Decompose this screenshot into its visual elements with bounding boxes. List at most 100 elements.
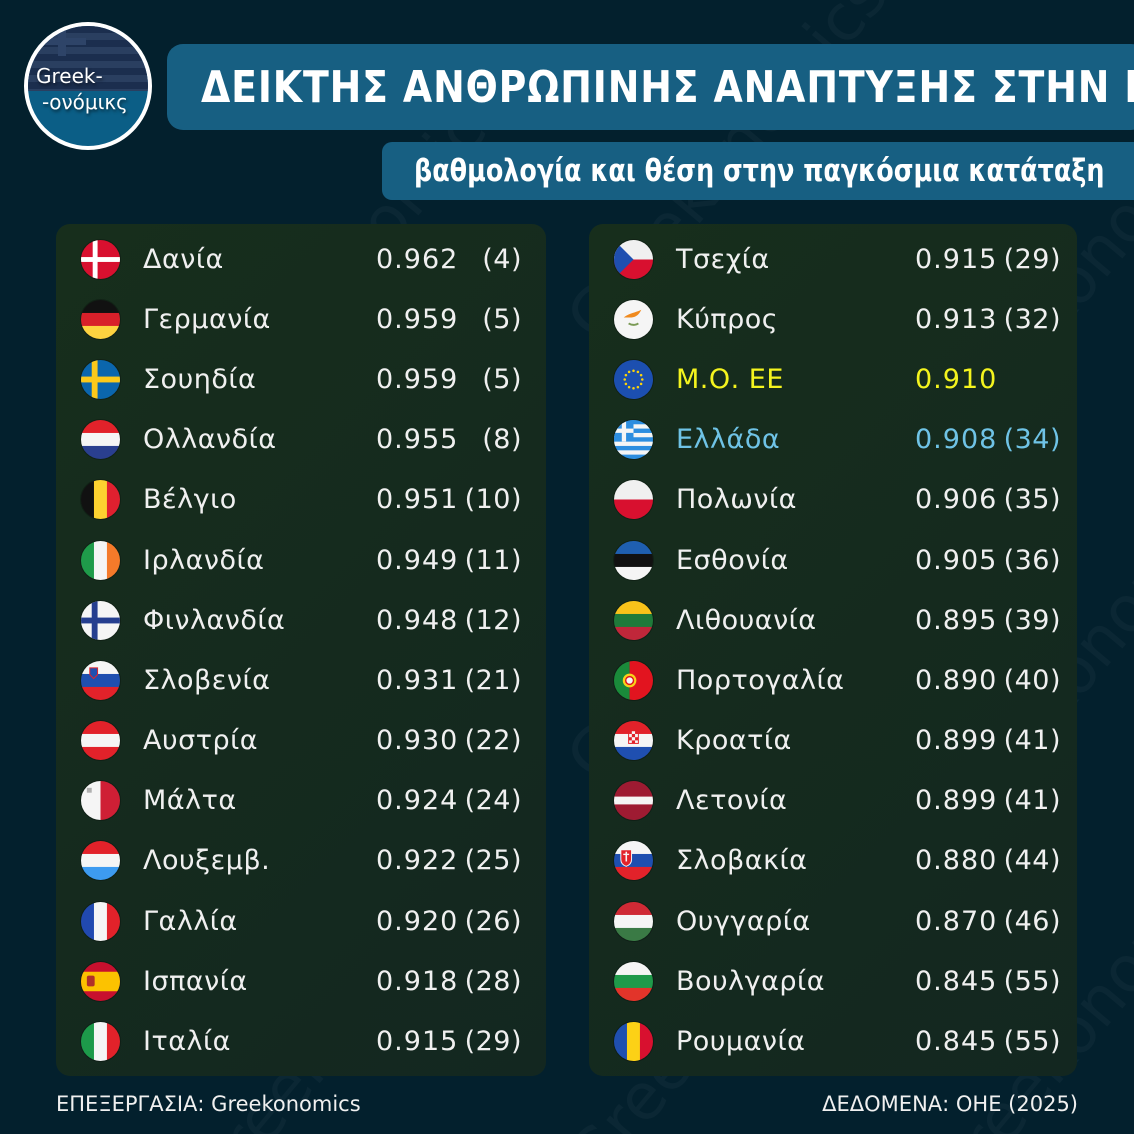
greece-flag-icon [614,420,653,460]
country-row: Γαλλία 0.920 (26) [56,891,546,951]
logo-text-line2: -ονόμικς [42,90,128,114]
france-flag-icon [81,901,120,941]
country-name: Τσεχία [676,243,770,275]
country-name: Μ.Ο. ΕΕ [676,363,784,395]
country-name: Κύπρος [676,303,779,335]
hdi-score: 0.870 [915,905,998,937]
subtitle-banner: βαθμολογία και θέση στην παγκόσμια κατάτ… [382,142,1134,200]
world-rank: (29) [464,1026,522,1058]
hdi-score: 0.918 [376,965,459,997]
country-row: Ουγγαρία 0.870 (46) [589,891,1077,951]
country-name: Ρουμανία [676,1026,806,1058]
eu-flag-icon [614,359,653,399]
cyprus-flag-icon [614,299,653,339]
country-name: Γερμανία [143,303,271,335]
hdi-score: 0.913 [915,303,998,335]
brand-logo: Greek- -ονόμικς [24,22,152,150]
world-rank: (28) [464,965,522,997]
world-rank: (39) [1003,604,1061,636]
hdi-score: 0.880 [915,845,998,877]
romania-flag-icon [614,1022,653,1062]
hdi-score: 0.845 [915,1026,998,1058]
ireland-flag-icon [81,540,120,580]
world-rank: (41) [1003,725,1061,757]
country-row: Ολλανδία 0.955 (8) [56,410,546,470]
world-rank: (22) [464,725,522,757]
country-name: Λουξεμβ. [143,845,271,877]
country-row: Πορτογαλία 0.890 (40) [589,650,1077,710]
footer-source: ΔΕΔΟΜΕΝΑ: ΟΗΕ (2025) [822,1092,1078,1116]
country-name: Λετονία [676,785,788,817]
country-row: Γερμανία 0.959 (5) [56,289,546,349]
bulgaria-flag-icon [614,961,653,1001]
hdi-score: 0.962 [376,243,459,275]
country-row: Ισπανία 0.918 (28) [56,951,546,1011]
footer-credit: ΕΠΕΞΕΡΓΑΣΙΑ: Greekonomics [56,1092,361,1116]
country-name: Ισπανία [143,965,248,997]
title-banner: ΔΕΙΚΤΗΣ ΑΝΘΡΩΠΙΝΗΣ ΑΝΑΠΤΥΞΗΣ ΣΤΗΝ ΕΕ [167,44,1134,130]
world-rank: (44) [1003,845,1061,877]
hdi-score: 0.959 [376,363,459,395]
slovakia-flag-icon [614,841,653,881]
denmark-flag-icon [81,239,120,279]
country-name: Σουηδία [143,363,257,395]
world-rank: (5) [482,363,522,395]
country-name: Δανία [143,243,224,275]
hdi-score: 0.905 [915,544,998,576]
world-rank: (29) [1003,243,1061,275]
country-row: Λετονία 0.899 (41) [589,771,1077,831]
world-rank: (41) [1003,785,1061,817]
world-rank: (21) [464,664,522,696]
world-rank: (12) [464,604,522,636]
country-name: Πορτογαλία [676,664,845,696]
country-row: Βουλγαρία 0.845 (55) [589,951,1077,1011]
world-rank: (32) [1003,303,1061,335]
germany-flag-icon [81,299,120,339]
spain-flag-icon [81,961,120,1001]
country-name: Ουγγαρία [676,905,811,937]
country-row: Ιρλανδία 0.949 (11) [56,530,546,590]
country-row: Μάλτα 0.924 (24) [56,771,546,831]
world-rank: (35) [1003,484,1061,516]
hdi-score: 0.890 [915,664,998,696]
country-name: Ολλανδία [143,424,277,456]
world-rank: (40) [1003,664,1061,696]
country-row: Τσεχία 0.915 (29) [589,229,1077,289]
slovenia-flag-icon [81,660,120,700]
world-rank: (8) [482,424,522,456]
world-rank: (4) [482,243,522,275]
world-rank: (5) [482,303,522,335]
hdi-score: 0.899 [915,725,998,757]
greek-flag-stripes [28,26,148,91]
country-row: Κροατία 0.899 (41) [589,711,1077,771]
hungary-flag-icon [614,901,653,941]
country-name: Αυστρία [143,725,259,757]
hdi-score: 0.931 [376,664,459,696]
hdi-score: 0.920 [376,905,459,937]
lithuania-flag-icon [614,600,653,640]
italy-flag-icon [81,1022,120,1062]
world-rank: (11) [464,544,522,576]
hdi-score: 0.951 [376,484,459,516]
country-row: Κύπρος 0.913 (32) [589,289,1077,349]
luxembourg-flag-icon [81,841,120,881]
hdi-score: 0.908 [915,424,998,456]
hdi-score: 0.948 [376,604,459,636]
latvia-flag-icon [614,781,653,821]
country-row: Μ.Ο. ΕΕ 0.910 [589,349,1077,409]
world-rank: (26) [464,905,522,937]
world-rank: (34) [1003,424,1061,456]
hdi-score: 0.915 [376,1026,459,1058]
country-row: Λουξεμβ. 0.922 (25) [56,831,546,891]
country-row: Ελλάδα 0.908 (34) [589,410,1077,470]
finland-flag-icon [81,600,120,640]
country-name: Σλοβακία [676,845,808,877]
world-rank: (55) [1003,965,1061,997]
malta-flag-icon [81,781,120,821]
hdi-score: 0.922 [376,845,459,877]
left-ranking-panel: Δανία 0.962 (4) Γερμανία 0.959 (5) Σουηδία 0.95… [56,224,546,1076]
country-row: Ρουμανία 0.845 (55) [589,1011,1077,1071]
belgium-flag-icon [81,480,120,520]
world-rank: (36) [1003,544,1061,576]
world-rank: (10) [464,484,522,516]
